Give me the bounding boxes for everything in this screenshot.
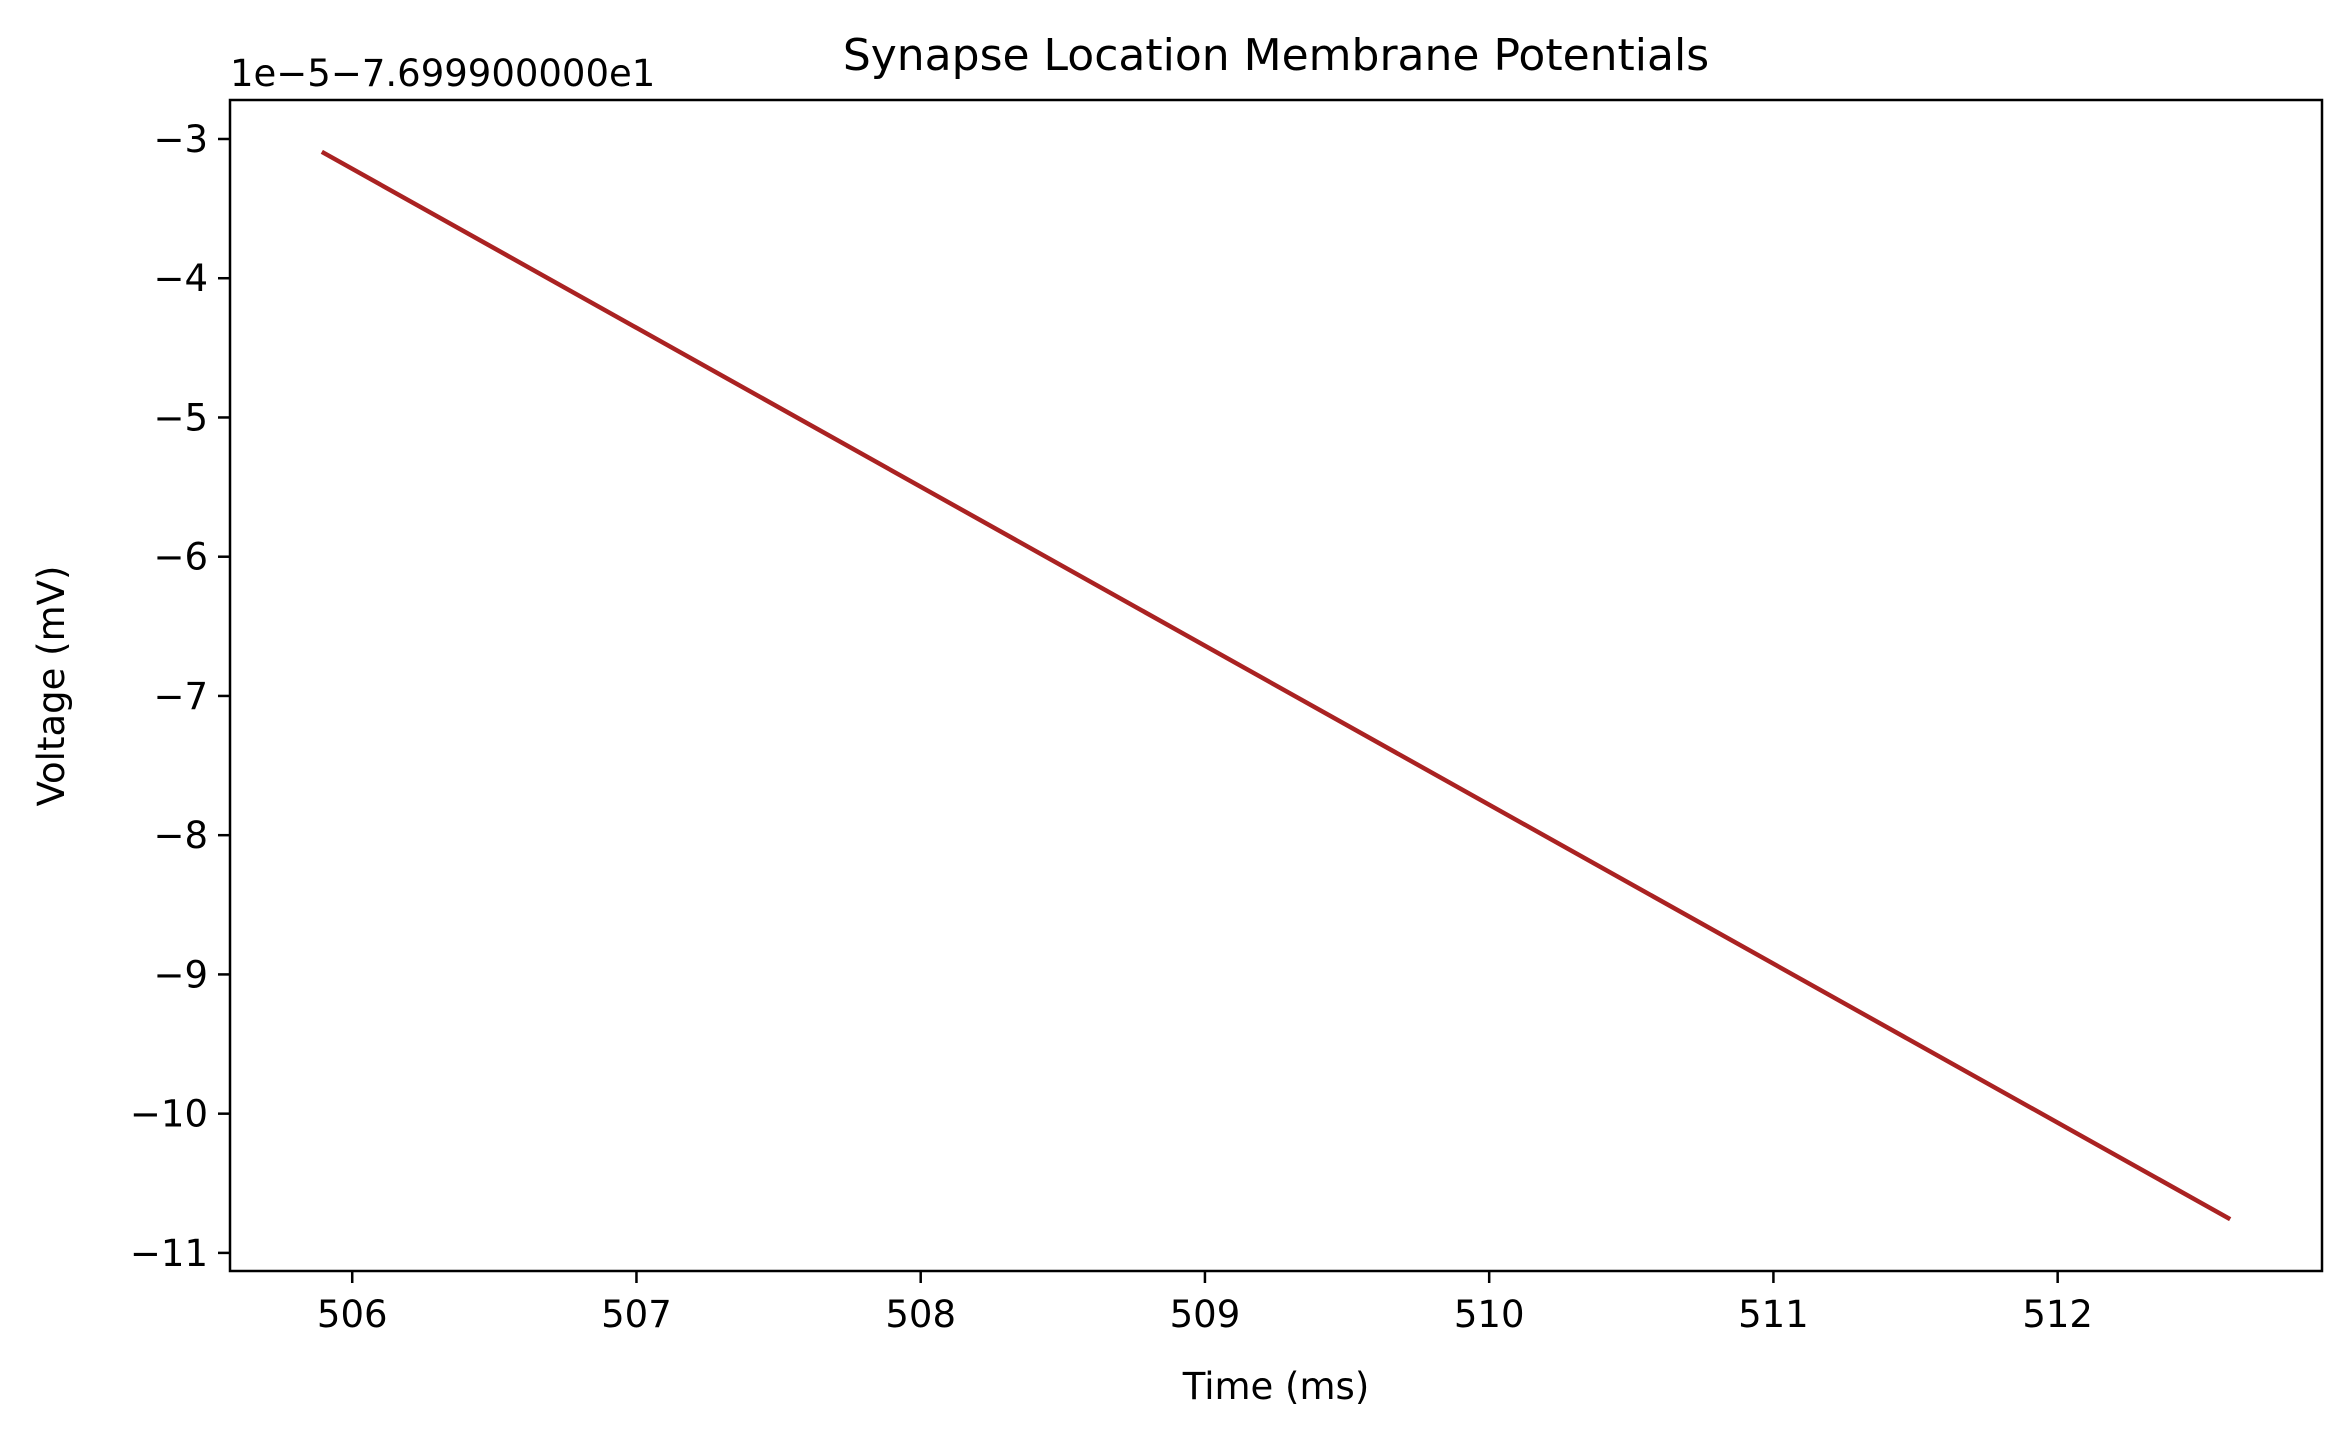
series-line-0 [320, 149, 2232, 1222]
y-tick-label: −10 [130, 1093, 208, 1136]
y-tick-label: −9 [153, 953, 208, 996]
y-axis: −3 −4 −5 −6 −7 −8 −9 −10 −11 [130, 118, 230, 1275]
x-tick-label: 507 [601, 1293, 672, 1336]
y-axis-offset-text: 1e−5−7.699900000e1 [230, 52, 655, 95]
x-tick-label: 508 [885, 1293, 956, 1336]
y-axis-label: Voltage (mV) [30, 566, 73, 807]
x-tick-label: 512 [2022, 1293, 2093, 1336]
y-tick-label: −6 [153, 536, 208, 579]
y-tick-label: −3 [153, 118, 208, 161]
x-axis-label: Time (ms) [1182, 1365, 1370, 1408]
y-tick-label: −4 [153, 257, 208, 300]
x-axis: 506 507 508 509 510 511 512 [317, 1271, 2093, 1336]
y-tick-label: −7 [153, 675, 208, 718]
x-tick-label: 509 [1170, 1293, 1241, 1336]
y-tick-label: −11 [130, 1232, 208, 1275]
x-tick-label: 511 [1738, 1293, 1809, 1336]
plot-area [320, 149, 2232, 1222]
axes-frame [228, 98, 2324, 1273]
y-tick-label: −8 [153, 814, 208, 857]
x-tick-label: 506 [317, 1293, 388, 1336]
chart-title: Synapse Location Membrane Potentials [843, 30, 1709, 81]
x-tick-label: 510 [1454, 1293, 1525, 1336]
y-tick-label: −5 [153, 396, 208, 439]
